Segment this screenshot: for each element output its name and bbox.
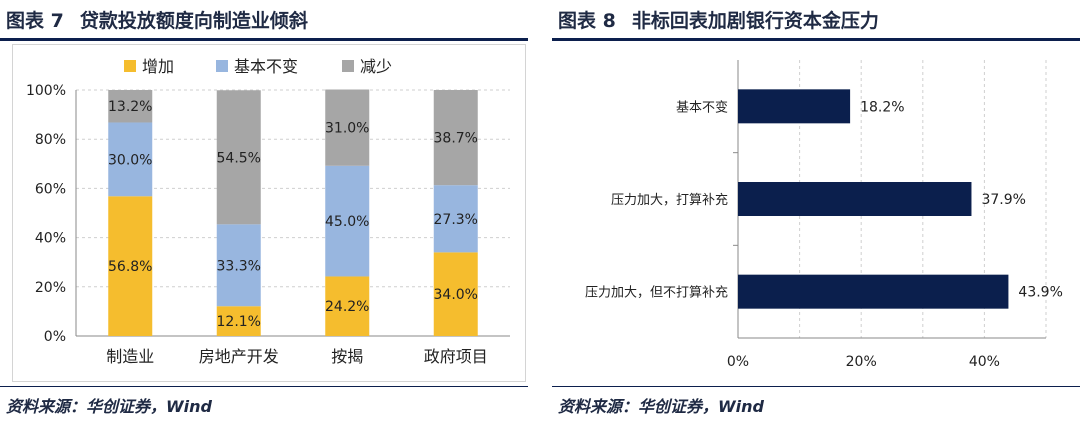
bar-segment-增加	[216, 306, 261, 336]
legend-label: 减少	[360, 57, 392, 76]
bar	[738, 274, 1009, 309]
bar-segment-减少	[433, 90, 478, 186]
data-label: 38.7%	[434, 131, 478, 147]
data-label: 18.2%	[860, 99, 904, 115]
chart-7-plot: 0% 20% 40% 60% 80% 100% 56.8% 30.0% 13.2% 制造业 12.1…	[26, 57, 510, 366]
chart-8-source: 资料来源：华创证券，Wind	[558, 397, 764, 416]
legend-swatch-基本不变	[216, 60, 228, 72]
data-label: 31.0%	[325, 121, 369, 137]
data-label: 45.0%	[325, 214, 369, 230]
x-tick-label: 按揭	[331, 347, 363, 366]
chart-7-number: 图表 7	[6, 10, 64, 32]
data-label: 12.1%	[217, 314, 261, 330]
bar-segment-基本不变	[216, 224, 261, 307]
y-tick-label: 100%	[26, 83, 66, 99]
x-tick-label: 制造业	[106, 347, 154, 366]
chart-7-title: 图表 7 贷款投放额度向制造业倾斜	[6, 6, 308, 33]
y-tick-label: 60%	[35, 181, 66, 197]
data-label: 43.9%	[1018, 285, 1062, 301]
bar-segment-减少	[325, 89, 370, 166]
bar	[738, 182, 972, 216]
data-label: 30.0%	[108, 152, 152, 168]
data-label: 33.3%	[217, 258, 261, 274]
legend-swatch-减少	[342, 60, 354, 72]
bar	[738, 89, 851, 124]
chart-8-panel: 图表 8 非标回表加剧银行资本金压力 0% 20% 40% 18.2% 基本不变 37.9%…	[552, 0, 1080, 424]
bar-segment-减少	[216, 90, 261, 225]
data-label: 34.0%	[434, 287, 478, 303]
chart-7-title-text: 贷款投放额度向制造业倾斜	[79, 10, 308, 32]
bar-segment-减少	[108, 90, 153, 123]
x-tick-label: 房地产开发	[199, 347, 279, 366]
y-tick-label: 20%	[35, 280, 66, 296]
y-tick-label: 基本不变	[676, 99, 728, 115]
legend-swatch-增加	[124, 60, 136, 72]
y-tick-label: 压力加大，但不打算补充	[585, 285, 728, 301]
bar-segment-基本不变	[433, 185, 478, 253]
y-tick-label: 80%	[35, 132, 66, 148]
x-tick-label: 0%	[727, 354, 749, 370]
x-tick-label: 40%	[969, 354, 1000, 370]
y-tick-label: 压力加大，打算补充	[611, 192, 728, 208]
chart-8-title-text: 非标回表加剧银行资本金压力	[631, 10, 879, 32]
chart-8-bottom-rule	[552, 386, 1080, 387]
legend-label: 基本不变	[234, 57, 298, 76]
data-label: 13.2%	[108, 99, 152, 115]
chart-7-source: 资料来源：华创证券，Wind	[6, 397, 212, 416]
x-tick-label: 20%	[846, 354, 877, 370]
data-label: 37.9%	[981, 192, 1025, 208]
bar-segment-增加	[108, 196, 153, 336]
data-label: 54.5%	[217, 150, 261, 166]
y-tick-label: 40%	[35, 231, 66, 247]
bar-segment-增加	[433, 252, 478, 336]
chart-7-bottom-rule	[0, 386, 528, 387]
chart-8-number: 图表 8	[558, 10, 616, 32]
bar-segment-增加	[325, 276, 370, 336]
bar-segment-基本不变	[325, 165, 370, 277]
chart-8-title-rule	[552, 38, 1080, 41]
bar-segment-基本不变	[108, 122, 153, 197]
chart-7-panel: 图表 7 贷款投放额度向制造业倾斜 0% 20% 40% 60% 80% 100% 56.8%…	[0, 0, 528, 424]
y-tick-label: 0%	[44, 329, 66, 345]
chart-8-title: 图表 8 非标回表加剧银行资本金压力	[558, 6, 879, 33]
data-label: 56.8%	[108, 259, 152, 275]
chart-8-plot: 0% 20% 40% 18.2% 基本不变 37.9% 压力加大，打算补充 43.9% 压力加大…	[585, 60, 1063, 370]
legend-label: 增加	[142, 57, 174, 76]
data-label: 24.2%	[325, 299, 369, 315]
x-tick-label: 政府项目	[424, 347, 488, 366]
data-label: 27.3%	[434, 212, 478, 228]
chart-7-title-rule	[0, 38, 528, 41]
